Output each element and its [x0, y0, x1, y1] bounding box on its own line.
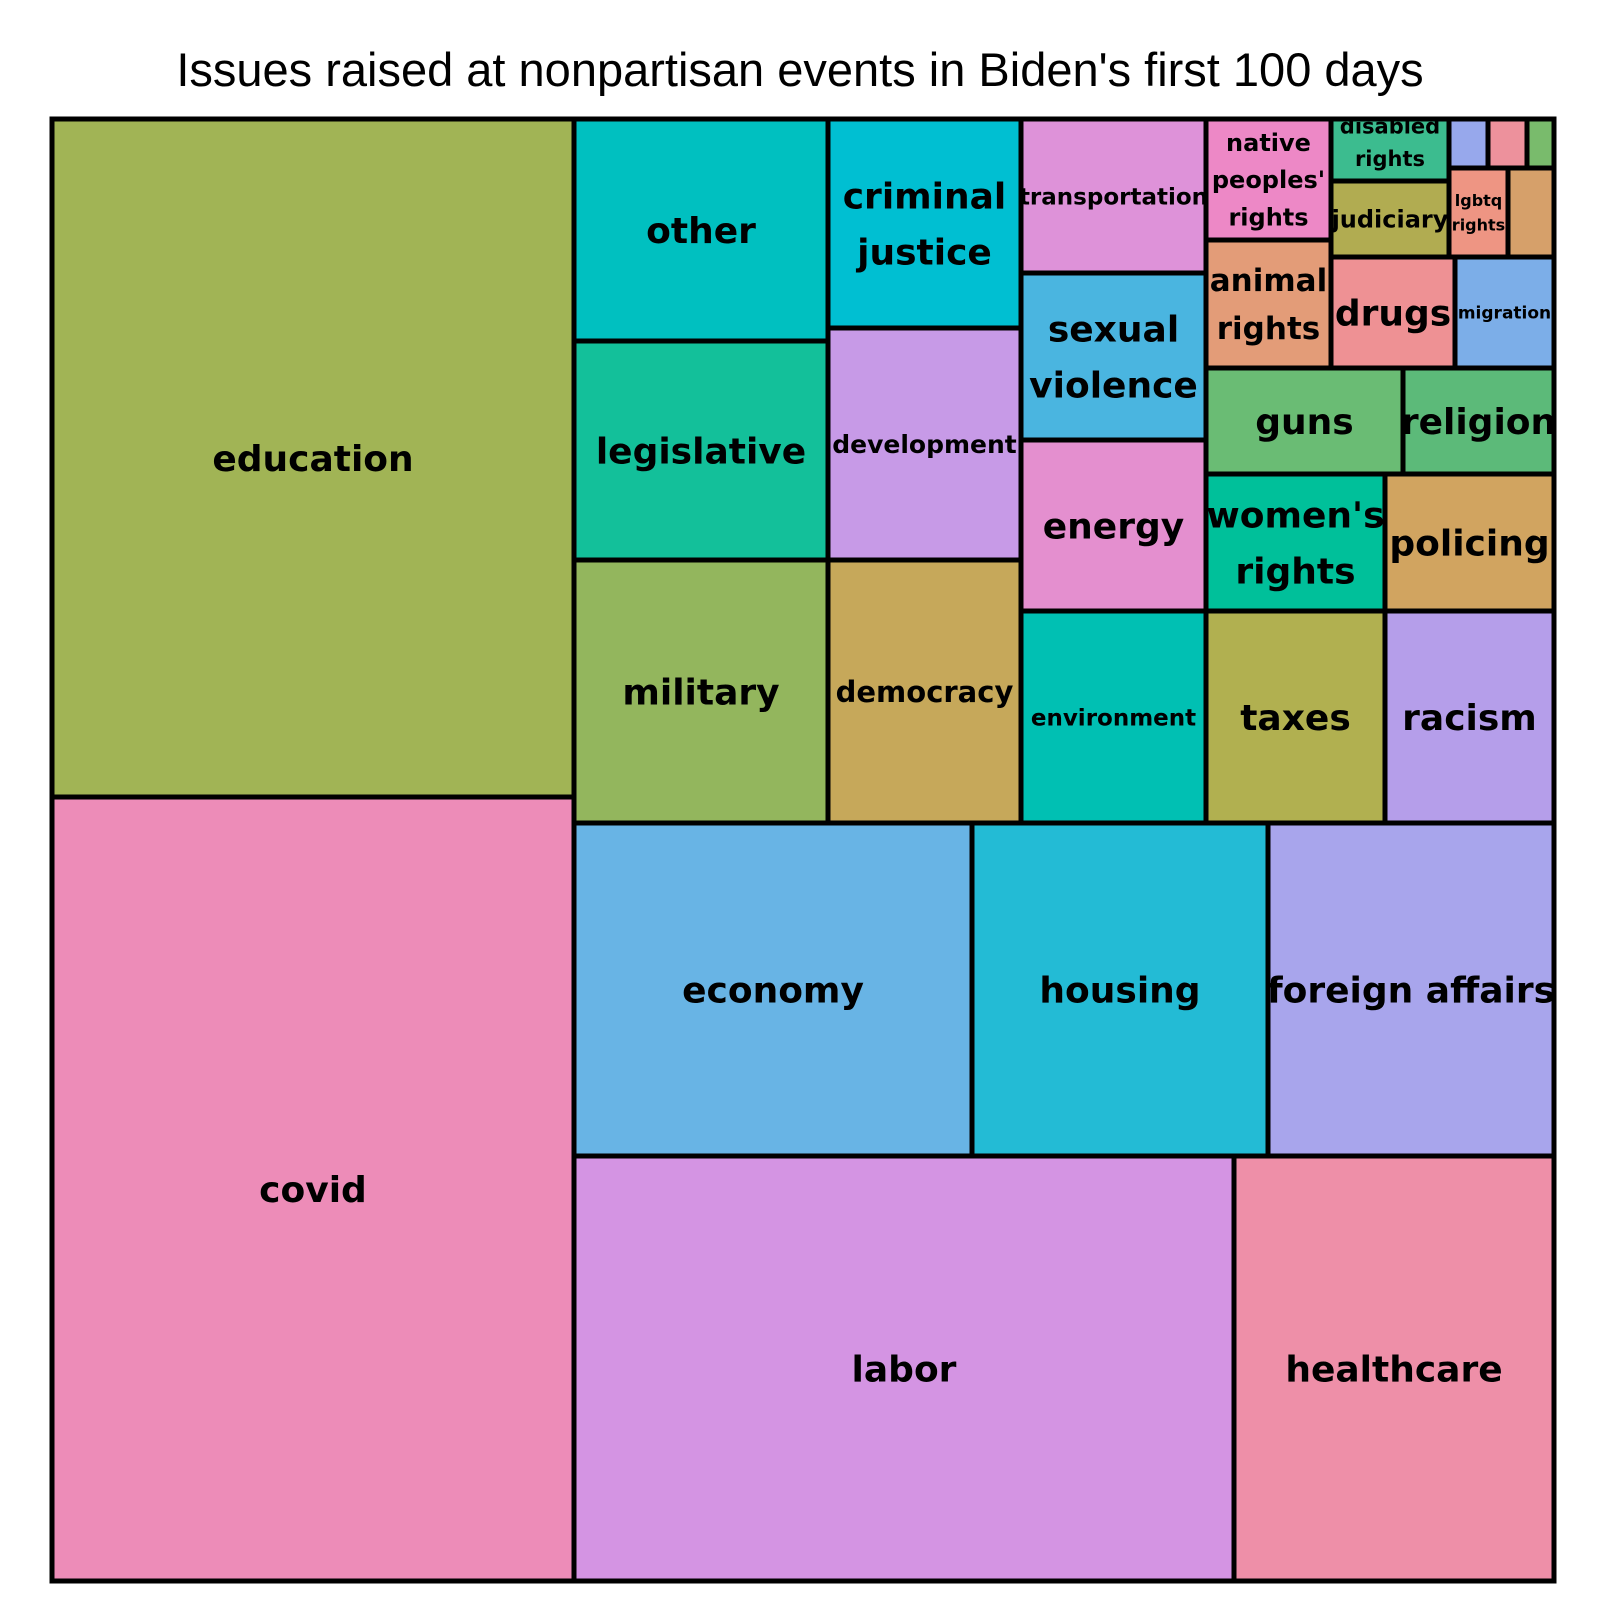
label-animal-rights: animal rights — [1210, 263, 1327, 347]
label-development: development — [832, 430, 1017, 459]
label-lgbtq-rights: lgbtq rights — [1452, 191, 1505, 235]
label-line: judiciary — [1331, 206, 1449, 234]
label-line: racism — [1402, 698, 1537, 739]
label-covid: covid — [259, 1170, 367, 1211]
label-line: education — [212, 439, 413, 480]
label-line: women's — [1207, 496, 1385, 537]
label-line: democracy — [836, 675, 1014, 709]
label-line: peoples' — [1212, 166, 1325, 194]
label-line: lgbtq — [1455, 191, 1503, 210]
label-housing: housing — [1039, 970, 1200, 1011]
label-line: native — [1226, 129, 1311, 157]
label-migration: migration — [1458, 304, 1551, 324]
label-line: housing — [1039, 970, 1200, 1011]
label-line: covid — [259, 1170, 367, 1211]
label-education: education — [212, 439, 413, 480]
label-criminal-justice: criminal justice — [843, 177, 1007, 274]
tile-transportation — [1018, 116, 1209, 276]
label-line: taxes — [1240, 698, 1351, 739]
label-foreign-affairs: foreign affairs — [1267, 970, 1555, 1011]
tile-criminal-justice — [825, 116, 1024, 331]
label-line: religion — [1401, 402, 1556, 443]
label-line: sexual — [1048, 310, 1179, 351]
label-environment: environment — [1031, 705, 1196, 731]
label-line: transportation — [1019, 184, 1208, 210]
label-line: policing — [1389, 523, 1549, 564]
label-line: rights — [1228, 203, 1308, 231]
label-line: labor — [852, 1349, 957, 1390]
treemap-labels: education covid other legislative military cr… — [212, 114, 1556, 1390]
label-other: other — [646, 211, 756, 252]
tile-unlabeled-31 — [1485, 116, 1530, 171]
label-line: rights — [1355, 147, 1425, 171]
label-judiciary: judiciary — [1331, 206, 1449, 234]
label-religion: religion — [1401, 402, 1556, 443]
label-labor: labor — [852, 1349, 957, 1390]
label-economy: economy — [682, 970, 864, 1011]
tile-lgbtq-rights — [1446, 165, 1511, 260]
label-women-s-rights: women's rights — [1207, 496, 1385, 593]
label-line: violence — [1029, 365, 1198, 406]
tile-drugs — [1328, 254, 1458, 371]
chart-title: Issues raised at nonpartisan events in B… — [176, 43, 1424, 96]
label-energy: energy — [1043, 506, 1184, 547]
label-line: criminal — [843, 177, 1007, 218]
label-drugs: drugs — [1335, 293, 1451, 334]
tile-racism — [1382, 608, 1557, 826]
label-legislative: legislative — [596, 431, 806, 472]
label-guns: guns — [1255, 402, 1353, 443]
tile-democracy — [825, 557, 1024, 826]
tile-covid — [49, 794, 577, 1584]
label-line: rights — [1452, 216, 1505, 235]
tile-unlabeled-32 — [1524, 116, 1557, 171]
tile-environment — [1018, 608, 1209, 826]
label-taxes: taxes — [1240, 698, 1351, 739]
treemap-tiles — [49, 116, 1557, 1584]
tile-religion — [1400, 365, 1557, 477]
tile-disabled-rights — [1328, 116, 1452, 184]
label-line: rights — [1235, 551, 1355, 592]
label-line: military — [622, 672, 779, 713]
tile-unlabeled-33 — [1505, 165, 1557, 260]
tile-migration — [1452, 254, 1557, 371]
label-line: animal — [1210, 263, 1327, 299]
tile-animal-rights — [1203, 237, 1334, 371]
label-line: foreign affairs — [1267, 970, 1555, 1011]
label-native-peoples-rights: native peoples' rights — [1212, 129, 1325, 231]
label-line: development — [832, 430, 1017, 459]
label-sexual-violence: sexual violence — [1029, 310, 1198, 407]
tile-education — [49, 116, 577, 800]
tile-unlabeled-30 — [1446, 116, 1491, 171]
treemap-frame — [49, 116, 1557, 1584]
label-line: economy — [682, 970, 864, 1011]
label-healthcare: healthcare — [1285, 1349, 1502, 1390]
tile-sexual-violence — [1018, 270, 1209, 443]
tile-labor — [571, 1153, 1237, 1584]
label-line: drugs — [1335, 293, 1451, 334]
tile-policing — [1382, 471, 1557, 614]
tile-other — [571, 116, 831, 344]
label-line: rights — [1217, 311, 1320, 347]
label-line: energy — [1043, 506, 1184, 547]
label-policing: policing — [1389, 523, 1549, 564]
label-line: healthcare — [1285, 1349, 1502, 1390]
label-line: guns — [1255, 402, 1353, 443]
label-line: legislative — [596, 431, 806, 472]
tile-economy — [571, 820, 975, 1159]
tile-healthcare — [1231, 1153, 1557, 1584]
tile-native-peoples-rights — [1203, 116, 1334, 243]
label-line: justice — [855, 232, 992, 273]
label-democracy: democracy — [836, 675, 1014, 709]
tile-taxes — [1203, 608, 1388, 826]
label-transportation: transportation — [1019, 184, 1208, 210]
label-line: migration — [1458, 304, 1551, 324]
label-racism: racism — [1402, 698, 1537, 739]
label-military: military — [622, 672, 779, 713]
label-line: other — [646, 211, 756, 252]
label-line: environment — [1031, 705, 1196, 731]
